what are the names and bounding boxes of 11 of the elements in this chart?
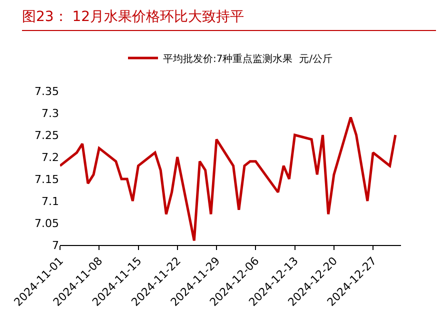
y-tick-label: 7.3 [42,106,59,120]
y-tick-label: 7.2 [42,150,59,164]
y-tick-label: 7.15 [34,172,59,186]
chart-title: 图23： 12月水果价格环比大致持平 [21,8,246,27]
y-tick-label: 7 [52,238,59,252]
y-tick-label: 7.25 [34,128,59,142]
line-series [60,116,397,242]
y-tick-label: 7.1 [42,194,59,208]
y-tick-label: 7.35 [34,84,59,98]
legend-label: 平均批发价:7种重点监测水果 元/公斤 [163,52,332,65]
y-tick-label: 7.05 [34,216,59,230]
